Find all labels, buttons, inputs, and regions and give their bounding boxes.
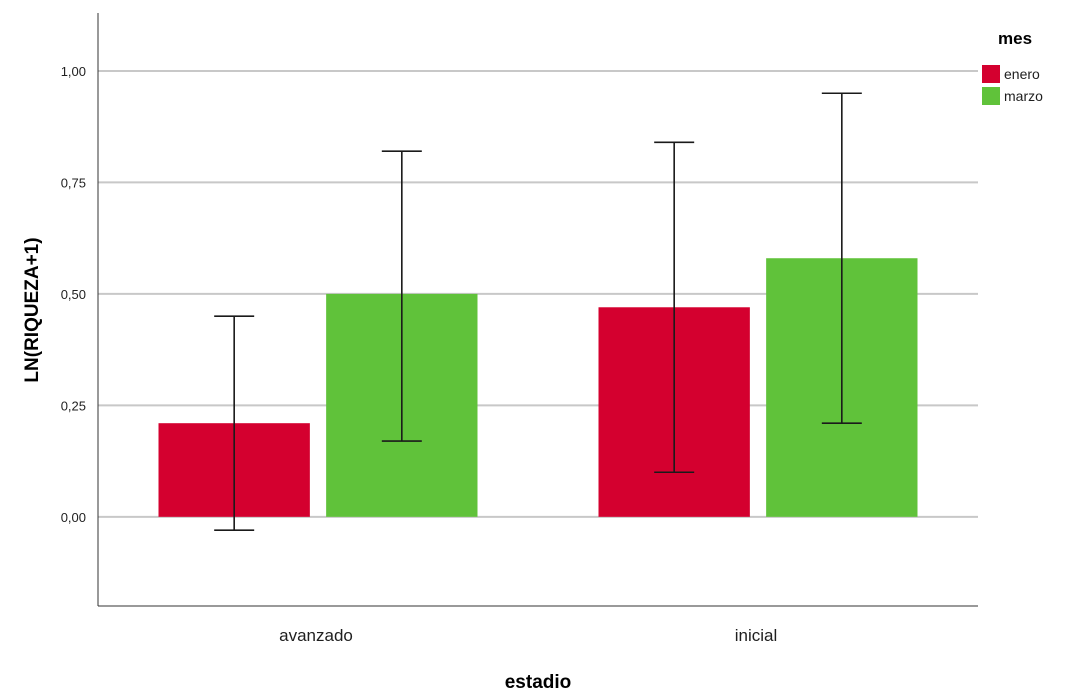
legend: mes enero marzo <box>982 29 1043 105</box>
legend-swatch <box>982 65 1000 83</box>
bars <box>158 258 918 517</box>
error-bars <box>214 92 862 532</box>
legend-swatch <box>982 87 1000 105</box>
legend-label: marzo <box>1004 88 1043 104</box>
legend-label: enero <box>1004 66 1040 82</box>
x-axis-title: estadio <box>505 672 572 692</box>
x-category-label: avanzado <box>279 626 353 645</box>
x-category-labels: avanzado inicial <box>279 626 777 645</box>
y-tick-label: 1,00 <box>61 64 86 79</box>
y-tick-label: 0,75 <box>61 175 86 190</box>
x-category-label: inicial <box>735 626 778 645</box>
y-tick-label: 0,50 <box>61 287 86 302</box>
axes <box>97 13 978 607</box>
legend-title: mes <box>998 29 1032 48</box>
y-tick-labels: 0,00 0,25 0,50 0,75 1,00 <box>61 64 86 525</box>
y-tick-label: 0,00 <box>61 510 86 525</box>
y-tick-label: 0,25 <box>61 398 86 413</box>
y-axis-title: LN(RIQUEZA+1) <box>22 237 43 382</box>
